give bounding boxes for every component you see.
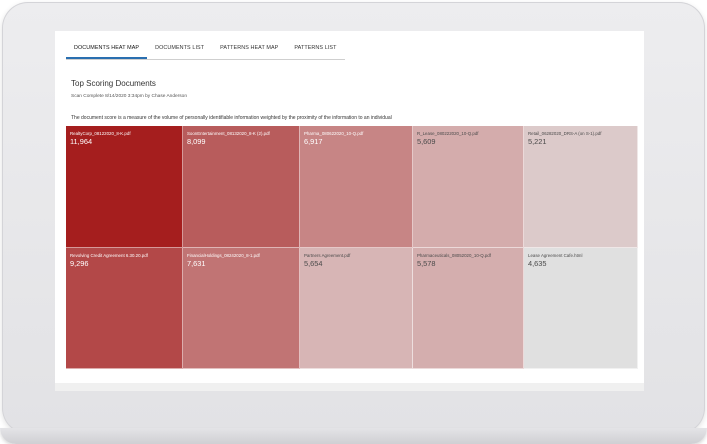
document-name: R_Lease_080222020_10-Q.pdf xyxy=(417,131,479,136)
laptop-base xyxy=(0,428,707,444)
document-name: SoonEntertainment_08132020_8-K (2).pdf xyxy=(187,131,270,136)
laptop-screen: DOCUMENTS HEAT MAP DOCUMENTS LIST PATTER… xyxy=(55,31,644,391)
heatmap-cell[interactable]: Retail_06282020_DRS-A (on S-1).pdf 5,221 xyxy=(524,126,638,248)
document-score: 6,917 xyxy=(304,137,323,146)
document-score: 7,631 xyxy=(187,259,206,268)
document-name: Retail_06282020_DRS-A (on S-1).pdf xyxy=(528,131,602,136)
tab-bar: DOCUMENTS HEAT MAP DOCUMENTS LIST PATTER… xyxy=(66,40,345,60)
documents-heat-map: RealtyCorp_08122020_8-K.pdf 11,964 SoonE… xyxy=(66,126,638,369)
document-name: Pharmaceuticals_08052020_10-Q.pdf xyxy=(417,253,491,258)
page-title: Top Scoring Documents xyxy=(71,79,156,88)
heatmap-cell[interactable]: Revolving Credit Agreement 6.30.20.pdf 9… xyxy=(66,248,183,369)
score-description: The document score is a measure of the v… xyxy=(71,115,392,121)
document-name: Lease Agreement Cafe.html xyxy=(528,253,583,258)
app-window: DOCUMENTS HEAT MAP DOCUMENTS LIST PATTER… xyxy=(55,31,644,383)
document-score: 4,635 xyxy=(528,259,547,268)
document-score: 11,964 xyxy=(70,137,93,146)
document-score: 8,099 xyxy=(187,137,206,146)
tab-documents-heat-map[interactable]: DOCUMENTS HEAT MAP xyxy=(66,40,148,59)
document-name: RealtyCorp_08122020_8-K.pdf xyxy=(70,131,131,136)
document-score: 5,221 xyxy=(528,137,547,146)
heatmap-cell[interactable]: SoonEntertainment_08132020_8-K (2).pdf 8… xyxy=(183,126,300,248)
screen-footer-strip xyxy=(55,383,644,391)
document-score: 5,578 xyxy=(417,259,436,268)
heatmap-cell[interactable]: Lease Agreement Cafe.html 4,635 xyxy=(524,248,638,369)
document-name: Revolving Credit Agreement 6.30.20.pdf xyxy=(70,253,148,258)
heatmap-cell[interactable]: Pharma_080622020_10-Q.pdf 6,917 xyxy=(300,126,413,248)
tab-patterns-heat-map[interactable]: PATTERNS HEAT MAP xyxy=(220,45,279,51)
tab-patterns-list[interactable]: PATTERNS LIST xyxy=(294,45,337,51)
heatmap-cell[interactable]: FinancialHoldings_08242020_8-1.pdf 7,631 xyxy=(183,248,300,369)
heatmap-cell[interactable]: Partners Agreement.pdf 5,654 xyxy=(300,248,413,369)
document-name: Pharma_080622020_10-Q.pdf xyxy=(304,131,364,136)
document-name: FinancialHoldings_08242020_8-1.pdf xyxy=(187,253,260,258)
scan-info: Scan Complete 8/14/2020 3:34pm by Chase … xyxy=(71,94,188,99)
document-name: Partners Agreement.pdf xyxy=(304,253,351,258)
heatmap-cell[interactable]: RealtyCorp_08122020_8-K.pdf 11,964 xyxy=(66,126,183,248)
tab-documents-list[interactable]: DOCUMENTS LIST xyxy=(155,45,205,51)
document-score: 9,296 xyxy=(70,259,89,268)
heatmap-cell[interactable]: Pharmaceuticals_08052020_10-Q.pdf 5,578 xyxy=(413,248,524,369)
document-score: 5,654 xyxy=(304,259,323,268)
heatmap-cell[interactable]: R_Lease_080222020_10-Q.pdf 5,609 xyxy=(413,126,524,248)
document-score: 5,609 xyxy=(417,137,436,146)
